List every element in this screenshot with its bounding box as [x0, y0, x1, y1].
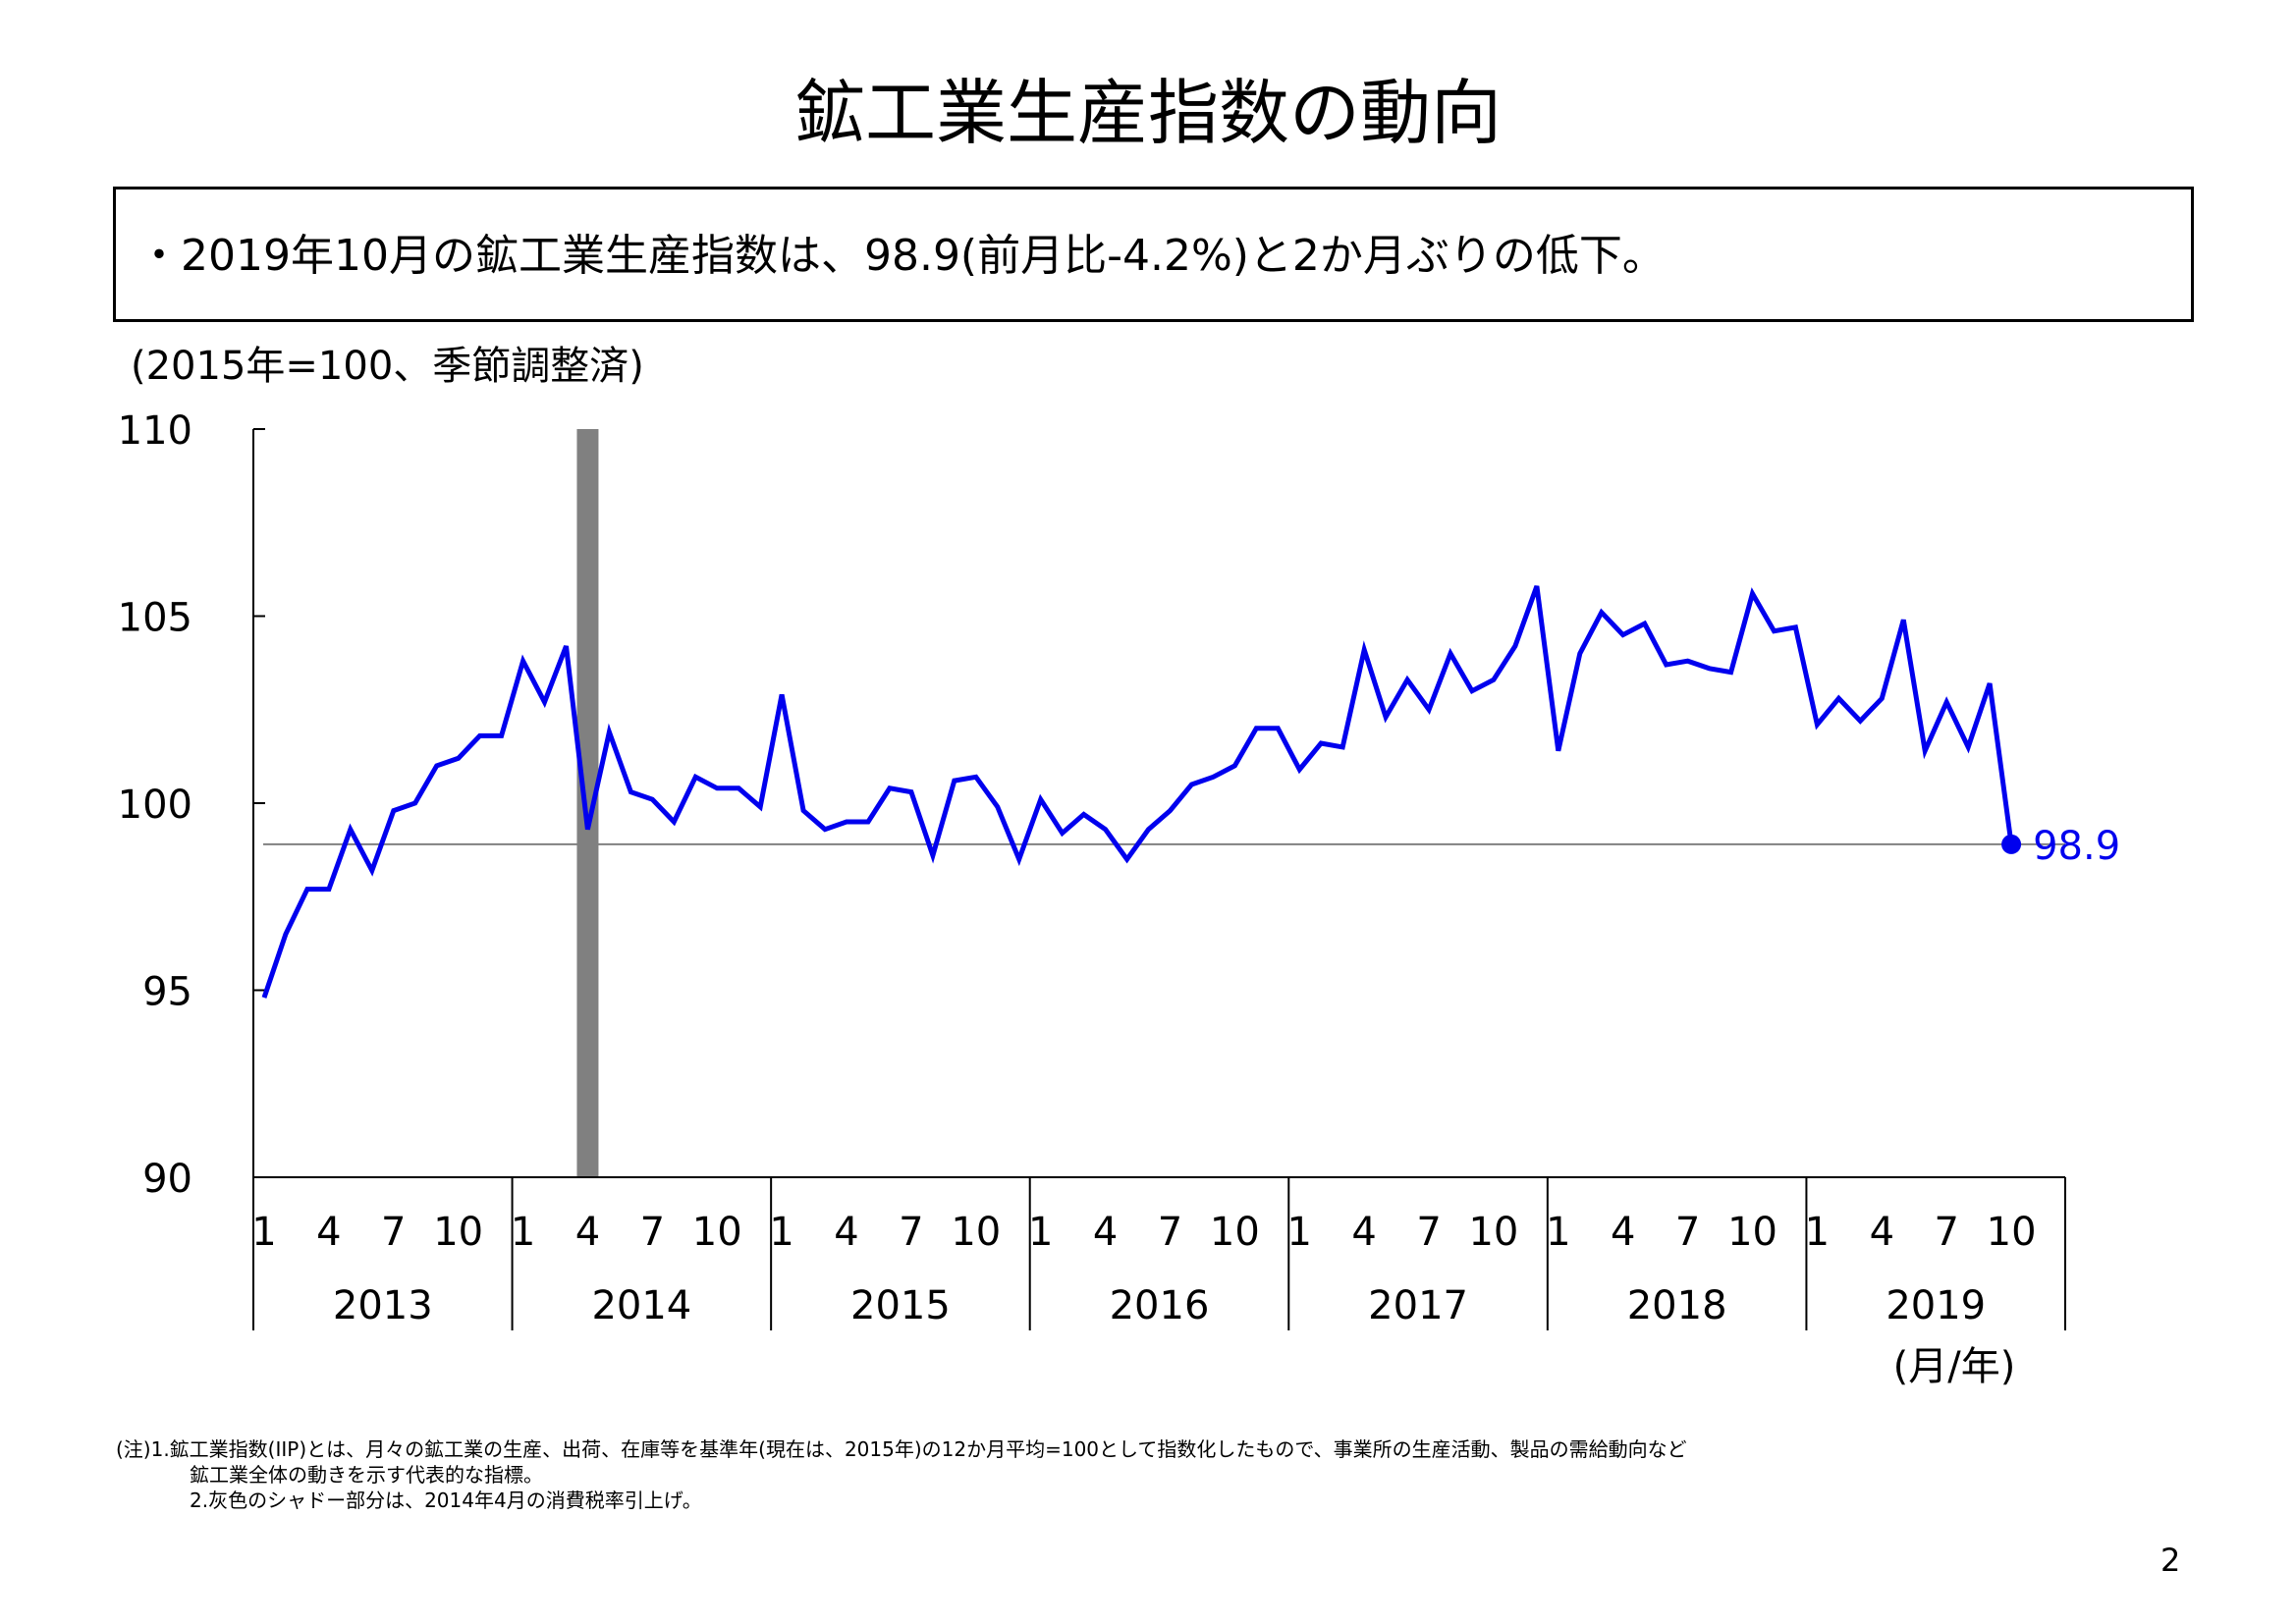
year-label: 2015	[850, 1283, 951, 1328]
month-tick-label: 1	[251, 1210, 276, 1255]
footnote-2: 2.灰色のシャドー部分は、2014年4月の消費税率引上げ。	[190, 1489, 702, 1512]
summary-box: ・2019年10月の鉱工業生産指数は、98.9(前月比-4.2%)と2か月ぶりの…	[113, 187, 2194, 322]
month-tick-label: 10	[1468, 1210, 1518, 1255]
page-title: 鉱工業生産指数の動向	[793, 72, 1502, 154]
month-tick-label: 10	[1727, 1210, 1777, 1255]
month-tick-label: 1	[1287, 1210, 1312, 1255]
series-layer	[261, 585, 2022, 999]
axes-layer	[252, 428, 2066, 1330]
footnotes: (注)1.鉱工業指数(IIP)とは、月々の鉱工業の生産、出荷、在庫等を基準年(現…	[116, 1436, 1687, 1513]
year-label: 2013	[333, 1283, 433, 1328]
summary-text: ・2019年10月の鉱工業生産指数は、98.9(前月比-4.2%)と2か月ぶりの…	[137, 231, 1666, 281]
month-tick-label: 7	[1675, 1210, 1700, 1255]
month-tick-label: 4	[1351, 1210, 1376, 1255]
month-tick-label: 7	[1158, 1210, 1182, 1255]
shade-bar	[576, 429, 599, 1177]
month-tick-label: 4	[1611, 1210, 1635, 1255]
month-tick-label: 1	[1546, 1210, 1570, 1255]
month-tick-label: 7	[381, 1210, 406, 1255]
last-point-label: 98.9	[2033, 824, 2120, 869]
y-tick-label: 100	[118, 783, 192, 828]
month-tick-label: 10	[1210, 1210, 1260, 1255]
year-label: 2018	[1627, 1283, 1727, 1328]
y-axis-unit-label: (2015年=100、季節調整済)	[131, 344, 644, 389]
month-tick-label: 10	[692, 1210, 742, 1255]
month-tick-label: 4	[834, 1210, 858, 1255]
page-number: 2	[2160, 1542, 2181, 1579]
month-tick-label: 7	[1934, 1210, 1958, 1255]
last-point-marker	[2001, 834, 2022, 854]
year-label: 2014	[591, 1283, 691, 1328]
month-tick-label: 7	[1416, 1210, 1441, 1255]
series-line	[261, 585, 2014, 999]
y-tick-label: 105	[118, 596, 192, 641]
month-tick-label: 4	[316, 1210, 341, 1255]
month-tick-label: 10	[951, 1210, 1001, 1255]
month-tick-label: 7	[640, 1210, 665, 1255]
month-tick-label: 1	[769, 1210, 793, 1255]
month-tick-label: 7	[899, 1210, 923, 1255]
month-tick-label: 10	[433, 1210, 483, 1255]
x-axis-title: (月/年)	[1893, 1344, 2016, 1389]
month-tick-label: 1	[1028, 1210, 1053, 1255]
year-label: 2019	[1886, 1283, 1986, 1328]
month-tick-label: 1	[511, 1210, 535, 1255]
y-tick-label: 110	[118, 408, 192, 454]
y-tick-label: 90	[142, 1157, 192, 1202]
month-tick-label: 10	[1987, 1210, 2037, 1255]
shade-layer	[576, 429, 599, 1177]
y-tick-label: 95	[142, 970, 192, 1015]
month-tick-label: 4	[1870, 1210, 1894, 1255]
month-tick-label: 1	[1805, 1210, 1830, 1255]
month-tick-label: 4	[1093, 1210, 1118, 1255]
year-label: 2016	[1110, 1283, 1210, 1328]
month-tick-label: 4	[575, 1210, 600, 1255]
footnote-1: (注)1.鉱工業指数(IIP)とは、月々の鉱工業の生産、出荷、在庫等を基準年(現…	[116, 1437, 1687, 1461]
year-label: 2017	[1368, 1283, 1468, 1328]
footnote-1-continued: 鉱工業全体の動きを示す代表的な指標。	[190, 1463, 543, 1487]
